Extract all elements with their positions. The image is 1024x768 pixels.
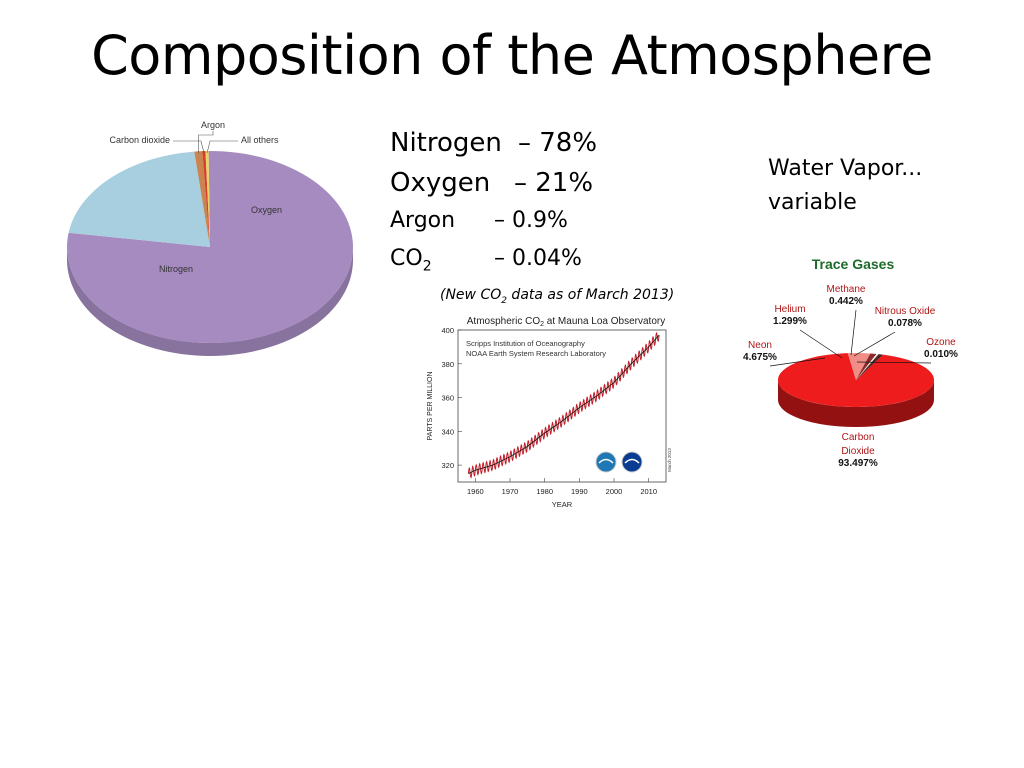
- trace-label-carbon-dioxide: Dioxide: [841, 446, 875, 457]
- trace-label-helium: Helium: [774, 304, 805, 315]
- callout-line-all-others: [206, 140, 238, 154]
- callout-line-carbon-dioxide: [173, 140, 205, 154]
- co2-subtitle-line: NOAA Earth System Research Laboratory: [466, 349, 606, 358]
- gas-formula-subscript: 2: [422, 258, 432, 275]
- co2-y-tick-label: 380: [441, 360, 454, 369]
- trace-value-helium: 1.299%: [773, 316, 807, 327]
- co2-x-tick-label: 2010: [640, 487, 657, 496]
- trace-label-neon: Neon: [748, 340, 772, 351]
- composition-co2: CO2 – 0.04%: [390, 246, 582, 284]
- water-vapor-note: Water Vapor... variable: [768, 152, 922, 220]
- pie-slice-neon: [847, 353, 871, 380]
- trace-label-ozone: Ozone: [926, 337, 956, 348]
- co2-x-tick-label: 1990: [571, 487, 588, 496]
- co2-title-post: at Mauna Loa Observatory: [544, 316, 665, 327]
- noaa-logo: [621, 451, 643, 473]
- trace-label-nitrous-oxide: Nitrous Oxide: [875, 306, 936, 317]
- trace-callout-methane: [850, 309, 857, 356]
- co2-x-axis-label: YEAR: [552, 500, 573, 509]
- composition-argon: Argon – 0.9%: [390, 208, 568, 246]
- atmosphere-pie-chart: Nitrogen Oxygen Argon Carbon dioxide All oth…: [67, 120, 353, 356]
- co2-x-tick-label: 1980: [536, 487, 553, 496]
- callout-line-argon: [198, 131, 214, 154]
- pie-slice-helium: [856, 353, 877, 380]
- co2-x-tick-label: 1970: [502, 487, 519, 496]
- co2-title-main: Atmospheric CO: [467, 316, 541, 327]
- water-vapor-line1: Water Vapor...: [768, 156, 923, 181]
- gas-value: – 21%: [514, 168, 594, 198]
- trace-gases-title: Trace Gases: [812, 256, 895, 272]
- trace-label-methane: Methane: [827, 284, 866, 295]
- mauna-loa-co2-chart: Atmospheric CO2 at Mauna Loa Observatory…: [427, 316, 672, 509]
- pie-slice-ozone: [856, 354, 883, 380]
- trace-label-carbon-dioxide: Carbon: [842, 432, 875, 443]
- trace-value-methane: 0.442%: [829, 296, 863, 307]
- gas-name: Oxygen: [390, 168, 491, 198]
- pie-slice-carbon-dioxide: [202, 151, 210, 247]
- scripps-logo-wave: [598, 458, 614, 464]
- co2-x-tick-label: 1960: [467, 487, 484, 496]
- pie-label-nitrogen: Nitrogen: [159, 264, 193, 274]
- trace-value-nitrous-oxide: 0.078%: [888, 318, 922, 329]
- pie-label-argon: Argon: [201, 120, 225, 130]
- gas-name: CO2: [390, 246, 432, 274]
- co2-y-axis-label: PARTS PER MILLION: [427, 372, 434, 441]
- trace-callout-neon: [769, 357, 826, 367]
- gas-formula: CO: [390, 246, 423, 271]
- water-vapor-line2: variable: [768, 190, 857, 215]
- pie-slice-carbon-dioxide: [778, 353, 934, 407]
- co2-y-tick-label: 360: [441, 394, 454, 403]
- gas-name: Argon: [390, 208, 456, 233]
- gas-value: – 78%: [518, 128, 598, 158]
- pie-side-carbon-dioxide: [778, 380, 934, 427]
- pie-label-carbon-dioxide: Carbon dioxide: [109, 135, 170, 145]
- gas-value: – 0.04%: [494, 246, 582, 271]
- co2-side-label: March 2013: [667, 448, 672, 472]
- pie-label-all-others: All others: [241, 135, 279, 145]
- co2-data-note: (New CO2 data as of March 2013): [440, 287, 674, 306]
- composition-nitrogen: Nitrogen – 78%: [390, 128, 597, 168]
- slide-title: Composition of the Atmosphere: [91, 24, 933, 87]
- scripps-logo: [595, 451, 617, 473]
- co2-y-tick-label: 400: [441, 326, 454, 335]
- trace-value-neon: 4.675%: [743, 352, 777, 363]
- co2-trend-line: [468, 334, 660, 474]
- pie-slice-oxygen: [68, 151, 210, 247]
- co2-chart-title: Atmospheric CO2 at Mauna Loa Observatory: [467, 316, 665, 328]
- co2-title-sub: 2: [540, 321, 544, 328]
- note-sub: 2: [501, 295, 507, 306]
- trace-callout-helium: [799, 329, 843, 359]
- pie-slice-methane: [856, 353, 879, 380]
- noaa-logo-wave: [624, 458, 640, 464]
- pie-slice-nitrogen: [67, 151, 353, 343]
- trace-value-ozone: 0.010%: [924, 349, 958, 360]
- co2-x-tick-label: 2000: [606, 487, 623, 496]
- trace-callout-ozone: [856, 361, 932, 364]
- co2-y-tick-label: 320: [441, 461, 454, 470]
- trace-value-carbon-dioxide: 93.497%: [838, 458, 878, 469]
- co2-subtitle-line: Scripps Institution of Oceanography: [466, 339, 585, 348]
- gas-name: Nitrogen: [390, 128, 502, 158]
- note-pre: (New CO: [440, 287, 502, 303]
- pie-label-oxygen: Oxygen: [251, 205, 282, 215]
- gas-value: – 0.9%: [494, 208, 568, 233]
- pie-slice-argon: [194, 151, 210, 247]
- composition-oxygen: Oxygen – 21%: [390, 168, 593, 208]
- pie-slice-all-others: [205, 151, 210, 247]
- co2-y-tick-label: 340: [441, 427, 454, 436]
- trace-callout-nitrous-oxide: [853, 331, 896, 357]
- note-post: data as of March 2013): [506, 287, 675, 303]
- pie-slice-nitrous-oxide: [856, 354, 881, 380]
- composition-list: Nitrogen – 78% Oxygen – 21% Argon – 0.9%…: [390, 128, 597, 284]
